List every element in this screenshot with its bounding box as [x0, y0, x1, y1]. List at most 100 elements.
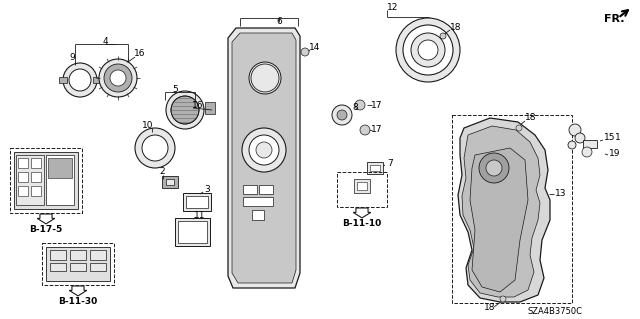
- Bar: [10, 148, 82, 213]
- Circle shape: [256, 142, 272, 158]
- Circle shape: [110, 70, 126, 86]
- Text: 3: 3: [204, 186, 210, 195]
- Bar: [583, 140, 597, 148]
- Text: 18: 18: [451, 24, 461, 33]
- Polygon shape: [470, 148, 528, 292]
- Text: 16: 16: [192, 100, 204, 109]
- Bar: [18, 172, 28, 182]
- Circle shape: [166, 91, 204, 129]
- Bar: [186, 196, 208, 208]
- Text: B-17-5: B-17-5: [29, 226, 63, 234]
- Bar: [452, 115, 572, 303]
- Text: 11: 11: [195, 211, 205, 219]
- Text: 18: 18: [525, 114, 537, 122]
- Bar: [50, 250, 66, 260]
- Text: 14: 14: [309, 43, 321, 53]
- Bar: [367, 162, 383, 174]
- Circle shape: [568, 141, 576, 149]
- Circle shape: [249, 62, 281, 94]
- Polygon shape: [228, 28, 300, 288]
- Bar: [42, 243, 114, 285]
- Bar: [48, 158, 72, 178]
- Circle shape: [440, 33, 446, 39]
- Circle shape: [569, 124, 581, 136]
- Text: 7: 7: [387, 159, 393, 167]
- Text: 16: 16: [134, 49, 146, 58]
- Bar: [46, 247, 110, 281]
- Circle shape: [99, 59, 137, 97]
- Circle shape: [242, 128, 286, 172]
- Text: FR.: FR.: [604, 14, 625, 24]
- Bar: [31, 172, 41, 182]
- Circle shape: [142, 135, 168, 161]
- Bar: [162, 176, 178, 188]
- Bar: [16, 155, 44, 205]
- Text: 2: 2: [159, 167, 165, 176]
- Bar: [14, 152, 78, 209]
- Circle shape: [301, 48, 309, 56]
- Circle shape: [355, 100, 365, 110]
- Circle shape: [418, 40, 438, 60]
- Bar: [243, 185, 257, 194]
- Text: 8: 8: [352, 103, 358, 113]
- Bar: [70, 250, 86, 260]
- Circle shape: [479, 153, 509, 183]
- Circle shape: [171, 96, 199, 124]
- Polygon shape: [462, 126, 540, 297]
- Bar: [90, 263, 106, 271]
- Bar: [18, 186, 28, 196]
- Bar: [31, 158, 41, 168]
- Circle shape: [69, 69, 91, 91]
- Bar: [93, 77, 101, 83]
- Circle shape: [403, 25, 453, 75]
- Circle shape: [63, 63, 97, 97]
- Text: 18: 18: [484, 303, 496, 313]
- Circle shape: [486, 160, 502, 176]
- Bar: [50, 263, 66, 271]
- Bar: [46, 155, 74, 205]
- Bar: [90, 250, 106, 260]
- Bar: [354, 179, 370, 193]
- Text: 15: 15: [604, 133, 616, 143]
- Circle shape: [135, 128, 175, 168]
- Circle shape: [360, 125, 370, 135]
- Circle shape: [575, 133, 585, 143]
- Bar: [370, 165, 380, 171]
- Text: 13: 13: [555, 189, 566, 197]
- Text: B-11-10: B-11-10: [342, 219, 381, 228]
- Circle shape: [516, 125, 522, 131]
- Circle shape: [104, 64, 132, 92]
- Text: B-11-30: B-11-30: [58, 298, 98, 307]
- Bar: [243, 197, 273, 206]
- Text: 9: 9: [69, 54, 75, 63]
- Circle shape: [411, 33, 445, 67]
- Bar: [166, 179, 174, 185]
- Text: 5: 5: [172, 85, 178, 94]
- Circle shape: [249, 135, 279, 165]
- Text: 4: 4: [102, 38, 108, 47]
- Text: 17: 17: [371, 125, 383, 135]
- Bar: [252, 210, 264, 220]
- Text: 10: 10: [142, 121, 154, 130]
- Circle shape: [332, 105, 352, 125]
- Bar: [259, 185, 273, 194]
- Bar: [337, 172, 387, 207]
- Bar: [59, 77, 67, 83]
- Circle shape: [582, 147, 592, 157]
- Circle shape: [500, 296, 506, 302]
- Text: 19: 19: [609, 149, 621, 158]
- Bar: [205, 102, 215, 114]
- Bar: [178, 221, 207, 243]
- Text: 12: 12: [387, 4, 399, 12]
- Bar: [357, 182, 367, 190]
- Bar: [18, 158, 28, 168]
- Polygon shape: [232, 33, 296, 283]
- Text: SZA4B3750C: SZA4B3750C: [527, 307, 582, 315]
- Bar: [183, 193, 211, 211]
- Bar: [175, 218, 210, 246]
- Polygon shape: [458, 118, 550, 302]
- Text: 1: 1: [615, 133, 621, 143]
- Circle shape: [337, 110, 347, 120]
- Bar: [31, 186, 41, 196]
- Circle shape: [396, 18, 460, 82]
